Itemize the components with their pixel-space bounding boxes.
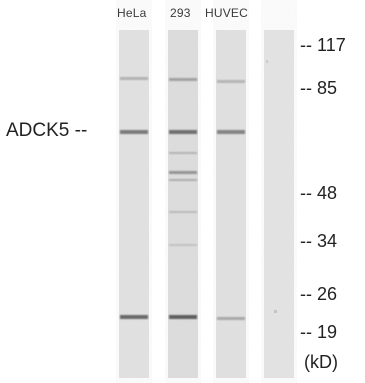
lane-label-huvec: HUVEC: [205, 6, 249, 20]
protein-label: ADCK5 --: [6, 120, 87, 142]
mw-marker-48: -- 48: [300, 183, 338, 203]
lane-label-hela: HeLa: [117, 6, 147, 20]
lane-label-293: 293: [170, 6, 191, 20]
protein-name: ADCK5: [6, 120, 70, 141]
unit-label: (kD): [304, 352, 338, 372]
mw-marker-26: -- 26: [300, 284, 338, 304]
mw-marker-85: -- 85: [300, 78, 338, 98]
protein-marker: --: [74, 120, 88, 141]
lane-293: [168, 30, 198, 378]
mw-marker-117: -- 117: [300, 35, 346, 55]
lane-hela: [119, 30, 149, 378]
mw-marker-19: -- 19: [300, 322, 338, 342]
mw-marker-34: -- 34: [300, 231, 338, 251]
lane-control: [264, 30, 294, 378]
lane-huvec: [216, 30, 246, 378]
